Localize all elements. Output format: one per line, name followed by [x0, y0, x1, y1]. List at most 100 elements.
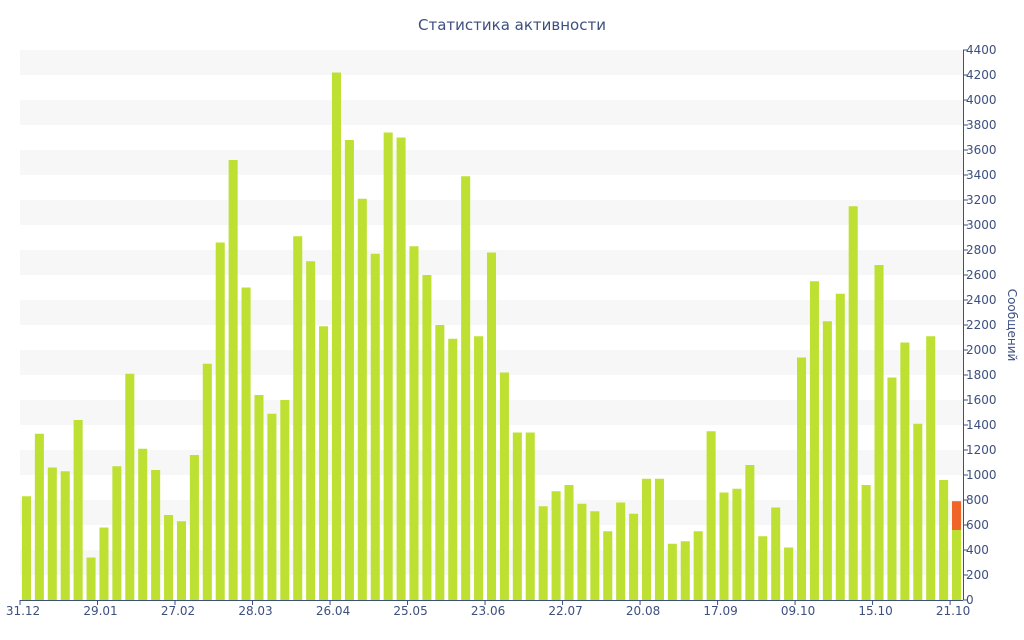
bar: [21, 496, 31, 600]
bar: [706, 431, 716, 600]
bar: [939, 480, 949, 600]
bar: [435, 325, 445, 600]
x-tick-label: 29.01: [83, 604, 117, 618]
grid-band: [20, 150, 963, 175]
bar: [809, 281, 819, 600]
y-tick-label: 3200: [966, 193, 997, 207]
y-tick-label: 3600: [966, 143, 997, 157]
bar: [34, 433, 44, 600]
grid-band: [20, 100, 963, 125]
bar: [474, 336, 484, 600]
bar: [422, 275, 432, 600]
y-tick-label: 3800: [966, 118, 997, 132]
x-tick-label: 25.05: [393, 604, 427, 618]
y-tick-label: 0: [966, 593, 974, 607]
x-tick-label: 22.07: [548, 604, 582, 618]
bar: [486, 252, 497, 600]
bar: [280, 400, 290, 600]
bar: [680, 541, 690, 600]
bar: [822, 321, 832, 600]
y-tick-label: 4400: [966, 43, 997, 57]
bar: [306, 261, 316, 600]
bar: [667, 543, 677, 600]
x-tick-label: 17.09: [703, 604, 737, 618]
bar: [835, 293, 845, 600]
bar: [952, 501, 962, 600]
bar: [383, 132, 393, 600]
bar: [164, 515, 174, 600]
bar: [629, 513, 639, 600]
bar: [551, 491, 561, 600]
x-tick-label: 28.03: [238, 604, 272, 618]
bar: [60, 471, 70, 600]
bar: [254, 395, 264, 600]
y-tick-label: 2800: [966, 243, 997, 257]
y-tick-label: 4000: [966, 93, 997, 107]
x-tick-label: 26.04: [316, 604, 350, 618]
bar: [745, 465, 755, 600]
bar: [267, 413, 277, 600]
bar: [215, 242, 225, 600]
bar: [538, 506, 548, 600]
bar: [797, 357, 807, 600]
y-axis-title: Сообщений: [1005, 289, 1019, 362]
bar: [73, 420, 83, 600]
bar: [848, 206, 858, 600]
y-tick-label: 1400: [966, 418, 997, 432]
y-tick-label: 2600: [966, 268, 997, 282]
bar: [409, 246, 419, 600]
grid-band: [20, 200, 963, 225]
bar: [125, 373, 135, 600]
bar: [461, 176, 471, 600]
y-tick-label: 2200: [966, 318, 997, 332]
bar: [564, 485, 574, 600]
y-tick-label: 1200: [966, 443, 997, 457]
bar: [641, 478, 652, 600]
x-tick-label: 27.02: [161, 604, 195, 618]
bar: [784, 547, 794, 600]
bar: [202, 363, 212, 600]
bar: [616, 502, 626, 600]
bar: [525, 432, 535, 600]
bar: [293, 236, 303, 600]
y-tick-label: 4200: [966, 68, 997, 82]
bar: [138, 448, 148, 600]
bar: [86, 557, 96, 600]
bar: [719, 492, 729, 600]
bar: [499, 372, 509, 600]
bar: [448, 338, 458, 600]
current-period-bar: [952, 501, 962, 530]
bar: [603, 531, 613, 600]
bar: [926, 336, 936, 600]
y-tick-label: 1800: [966, 368, 997, 382]
y-tick-label: 800: [966, 493, 989, 507]
x-tick-label: 23.06: [471, 604, 505, 618]
axes: 0 200 400 600 800 1000 1200 1400 1600 1800 2000 220…: [6, 43, 997, 618]
y-tick-label: 1000: [966, 468, 997, 482]
bar: [396, 137, 406, 600]
bar: [47, 467, 57, 600]
bar: [151, 470, 161, 600]
bar: [228, 160, 238, 600]
y-tick-label: 400: [966, 543, 989, 557]
chart-title: Статистика активности: [418, 16, 606, 34]
bar: [99, 527, 109, 600]
x-tick-label: 31.12: [6, 604, 40, 618]
y-tick-label: 200: [966, 568, 989, 582]
x-tick-label: 09.10: [781, 604, 815, 618]
bar: [319, 326, 329, 600]
bar-series: [21, 72, 962, 600]
y-tick-label: 3400: [966, 168, 997, 182]
bar: [344, 140, 354, 600]
y-tick-label: 600: [966, 518, 989, 532]
bar: [590, 511, 600, 600]
bar: [512, 432, 522, 600]
bar: [861, 485, 871, 600]
bar: [370, 253, 380, 600]
bar: [693, 531, 703, 600]
x-tick-label: 20.08: [626, 604, 660, 618]
bar: [112, 466, 122, 600]
bar: [176, 521, 186, 600]
y-tick-label: 1600: [966, 393, 997, 407]
